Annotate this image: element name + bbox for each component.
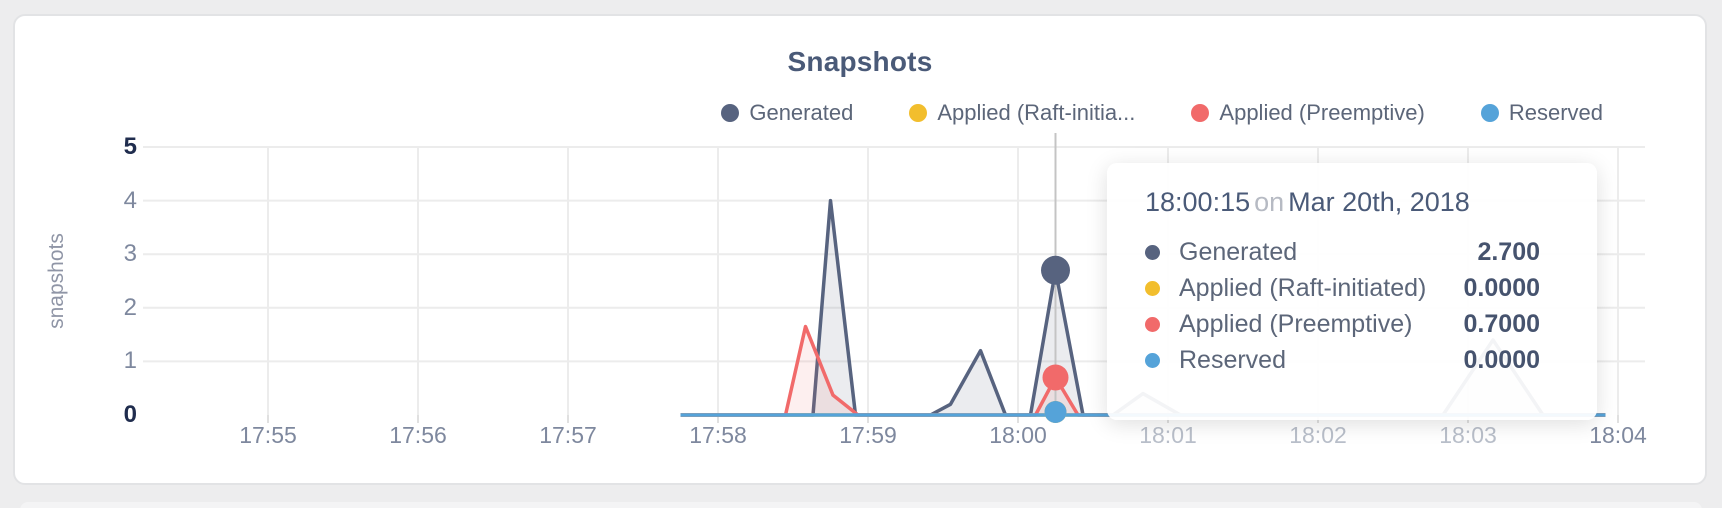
tooltip-series-value: 0.7000 — [1463, 309, 1540, 338]
tooltip-series-label: Reserved — [1179, 345, 1286, 374]
x-tick-label: 18:03 — [1439, 422, 1497, 448]
x-tick-label: 17:57 — [539, 422, 597, 448]
tooltip-series-value: 2.700 — [1477, 237, 1540, 266]
legend-item-2[interactable]: Applied (Preemptive) — [1191, 100, 1425, 126]
legend-dot-icon — [1480, 104, 1499, 122]
tooltip-date: Mar 20th, 2018 — [1288, 187, 1470, 217]
y-tick-label: 1 — [123, 347, 137, 375]
tooltip-series-value: 0.0000 — [1463, 273, 1540, 302]
x-tick-label: 18:04 — [1589, 422, 1647, 448]
tooltip-rows: Generated 2.700 Applied (Raft-initiated) 0.… — [1145, 234, 1540, 378]
tooltip-series-dot-icon — [1145, 316, 1160, 332]
y-tick-label: 0 — [123, 401, 137, 428]
hover-marker-generated — [1041, 255, 1070, 285]
y-tick-label: 5 — [123, 133, 137, 160]
tooltip-series-dot-icon — [1145, 352, 1160, 368]
tooltip-series-value: 0.0000 — [1463, 345, 1540, 374]
tooltip-row: Reserved 0.0000 — [1145, 342, 1540, 378]
y-axis-title: snapshots — [45, 233, 68, 329]
x-tick-label: 18:01 — [1139, 422, 1197, 448]
tooltip-row: Generated 2.700 — [1145, 234, 1540, 270]
tooltip-series-dot-icon — [1145, 244, 1160, 260]
tooltip-series-label: Applied (Raft-initiated) — [1179, 273, 1427, 302]
next-panel-top-edge — [20, 502, 1702, 508]
legend-label: Reserved — [1508, 100, 1603, 125]
x-tick-label: 17:56 — [389, 422, 447, 448]
legend-dot-icon — [1191, 104, 1210, 122]
tooltip-title: 18:00:15 on Mar 20th, 2018 — [1145, 187, 1540, 218]
hover-tooltip: 18:00:15 on Mar 20th, 2018 Generated 2.700 A… — [1107, 163, 1597, 420]
legend-dot-icon — [909, 104, 928, 122]
chart-legend: Generated Applied (Raft-initia... Applied … — [721, 100, 1705, 126]
x-tick-label: 17:55 — [239, 422, 297, 448]
tooltip-series-label: Applied (Preemptive) — [1179, 309, 1413, 338]
x-tick-label: 18:00 — [989, 422, 1047, 448]
chart-title: Snapshots — [787, 46, 933, 77]
hover-marker-reserved — [1044, 401, 1067, 423]
y-tick-label: 4 — [123, 186, 137, 214]
tooltip-row: Applied (Raft-initiated) 0.0000 — [1145, 270, 1540, 306]
tooltip-connector: on — [1254, 187, 1285, 217]
legend-item-0[interactable]: Generated — [721, 100, 853, 126]
legend-item-3[interactable]: Reserved — [1480, 100, 1603, 126]
legend-label: Applied (Raft-initia... — [937, 100, 1136, 125]
x-tick-label: 18:02 — [1289, 422, 1347, 448]
tooltip-series-label: Generated — [1179, 237, 1298, 266]
legend-dot-icon — [721, 104, 740, 122]
y-tick-label: 3 — [123, 240, 137, 268]
tooltip-time: 18:00:15 — [1145, 187, 1251, 217]
legend-label: Generated — [749, 100, 854, 125]
x-tick-label: 17:58 — [689, 422, 747, 448]
tooltip-row: Applied (Preemptive) 0.7000 — [1145, 306, 1540, 342]
x-tick-label: 17:59 — [839, 422, 897, 448]
y-tick-label: 2 — [123, 293, 137, 321]
tooltip-series-dot-icon — [1145, 280, 1160, 296]
legend-item-1[interactable]: Applied (Raft-initia... — [909, 100, 1135, 126]
legend-label: Applied (Preemptive) — [1219, 100, 1425, 125]
hover-marker-applied-preemptive- — [1042, 364, 1069, 391]
